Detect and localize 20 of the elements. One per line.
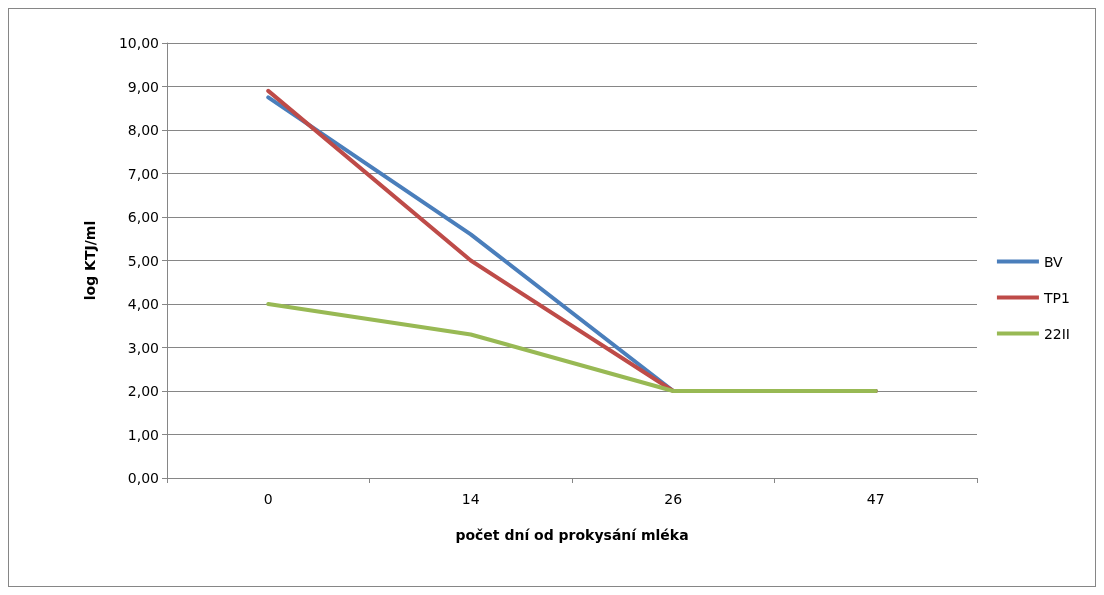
- x-tick-label: 14: [461, 491, 480, 507]
- y-tick-label: 6,00: [127, 209, 159, 225]
- y-tick-label: 9,00: [127, 78, 159, 95]
- y-tick-label: 7,00: [127, 165, 159, 182]
- y-axis-title: log KTJ/ml: [82, 220, 98, 301]
- x-tick-label: 47: [866, 491, 885, 507]
- legend-label: 22II: [1043, 325, 1071, 342]
- y-tick-label: 5,00: [127, 252, 159, 269]
- x-tick-label: 0: [263, 491, 273, 507]
- x-tick-label: 26: [664, 491, 683, 507]
- y-tick-label: 0,00: [127, 470, 159, 486]
- y-tick-label: 1,00: [127, 426, 159, 443]
- x-axis-title: počet dní od prokysání mléka: [455, 527, 689, 543]
- y-tick-label: 10,00: [118, 35, 159, 51]
- y-tick-label: 2,00: [127, 383, 159, 399]
- legend-label: BV: [1043, 253, 1064, 270]
- y-tick-label: 4,00: [127, 296, 159, 312]
- legend-label: TP1: [1042, 289, 1070, 306]
- y-tick-label: 8,00: [127, 122, 159, 138]
- y-tick-label: 3,00: [127, 339, 159, 356]
